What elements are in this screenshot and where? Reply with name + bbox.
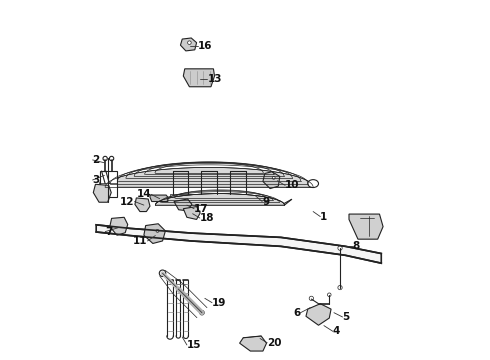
Polygon shape (110, 217, 128, 235)
Polygon shape (155, 194, 285, 205)
Ellipse shape (156, 229, 159, 232)
Text: 6: 6 (294, 308, 300, 318)
Text: 8: 8 (353, 241, 360, 251)
Text: 19: 19 (212, 298, 226, 308)
Text: 20: 20 (267, 338, 282, 348)
Ellipse shape (159, 270, 166, 276)
Ellipse shape (338, 246, 342, 250)
Polygon shape (144, 224, 166, 243)
Text: 13: 13 (207, 74, 222, 84)
Ellipse shape (109, 156, 114, 161)
Polygon shape (199, 194, 220, 200)
Ellipse shape (100, 180, 111, 188)
Polygon shape (174, 199, 192, 211)
Polygon shape (263, 172, 280, 189)
Ellipse shape (338, 285, 342, 290)
Text: 14: 14 (136, 189, 151, 199)
Text: 15: 15 (187, 340, 201, 350)
Polygon shape (105, 167, 313, 187)
Text: 7: 7 (105, 227, 113, 237)
Polygon shape (180, 38, 196, 51)
Text: 3: 3 (93, 175, 100, 185)
Polygon shape (240, 336, 267, 351)
Ellipse shape (309, 296, 314, 301)
Polygon shape (135, 198, 150, 212)
Polygon shape (306, 304, 331, 325)
Polygon shape (170, 194, 191, 200)
Text: 18: 18 (200, 213, 214, 223)
Text: 2: 2 (93, 155, 100, 165)
Ellipse shape (103, 156, 107, 161)
Polygon shape (93, 184, 111, 202)
Text: 12: 12 (120, 197, 135, 207)
Text: 5: 5 (343, 312, 350, 322)
Text: 1: 1 (320, 212, 327, 221)
Polygon shape (183, 207, 200, 220)
Text: 11: 11 (133, 236, 147, 246)
Polygon shape (349, 214, 383, 239)
Polygon shape (150, 195, 168, 202)
Text: 17: 17 (194, 204, 209, 214)
Text: 16: 16 (197, 41, 212, 50)
Polygon shape (96, 225, 381, 263)
Ellipse shape (308, 180, 319, 188)
Ellipse shape (188, 41, 191, 44)
Polygon shape (100, 171, 117, 197)
Text: 10: 10 (285, 180, 300, 190)
Ellipse shape (272, 176, 275, 179)
Polygon shape (183, 69, 215, 87)
Ellipse shape (327, 293, 331, 297)
Text: 9: 9 (262, 197, 270, 207)
Polygon shape (227, 194, 248, 200)
Text: 4: 4 (333, 326, 340, 336)
Ellipse shape (200, 311, 204, 315)
